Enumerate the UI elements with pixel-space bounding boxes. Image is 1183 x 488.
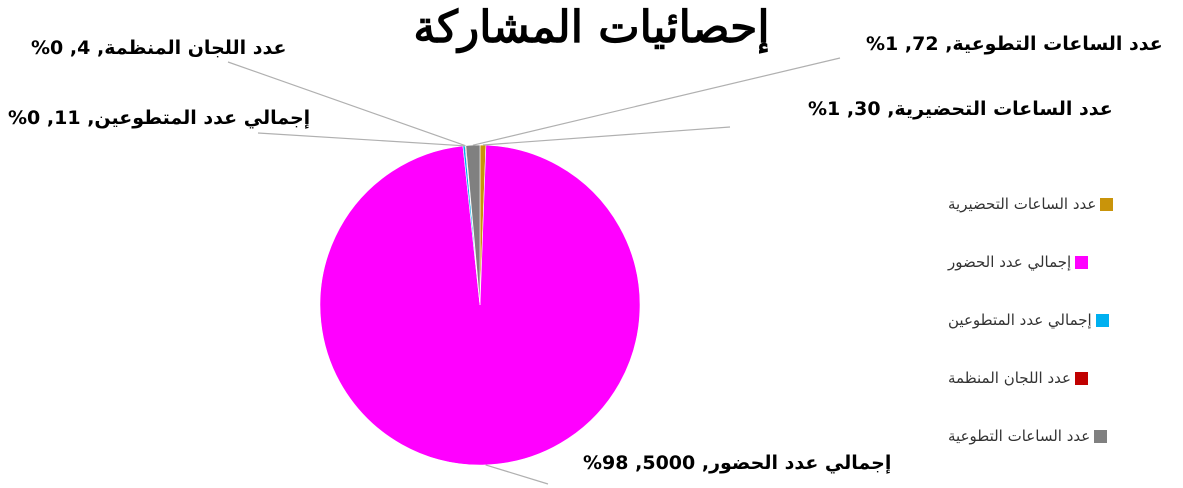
legend-swatch xyxy=(1075,255,1089,269)
leader-line-committees xyxy=(227,61,466,147)
leader-line-volunteers xyxy=(257,132,465,147)
slice-attendance xyxy=(319,144,641,466)
leader-line-volunteer-hours xyxy=(472,57,841,146)
leader-line-prep-hours xyxy=(482,126,731,146)
data-label-volunteer-hours: عدد الساعات التطوعية, 72, 1% xyxy=(866,33,1163,55)
legend-item-attendance: إجمالي عدد الحضور xyxy=(948,233,1163,291)
legend-item-volunteer-hours: عدد الساعات التطوعية xyxy=(948,407,1163,465)
data-label-prep-hours: عدد الساعات التحضيرية, 30, 1% xyxy=(808,98,1113,120)
chart-legend: عدد الساعات التحضيرية إجمالي عدد الحضور … xyxy=(948,175,1163,465)
data-label-attendance: إجمالي عدد الحضور, 5000, 98% xyxy=(583,452,892,474)
chart-title: إحصائيات المشاركة xyxy=(413,2,770,53)
legend-label: عدد اللجان المنظمة xyxy=(948,369,1071,387)
legend-swatch xyxy=(1095,313,1109,327)
legend-item-committees: عدد اللجان المنظمة xyxy=(948,349,1163,407)
legend-item-volunteers: إجمالي عدد المتطوعين xyxy=(948,291,1163,349)
leader-line-attendance xyxy=(485,464,549,485)
legend-label: عدد الساعات التطوعية xyxy=(948,427,1091,445)
legend-item-prep-hours: عدد الساعات التحضيرية xyxy=(948,175,1163,233)
legend-label: عدد الساعات التحضيرية xyxy=(948,195,1097,213)
legend-label: إجمالي عدد الحضور xyxy=(948,253,1072,271)
legend-swatch xyxy=(1100,197,1114,211)
data-label-volunteers: إجمالي عدد المتطوعين, 11, 0% xyxy=(8,107,311,129)
legend-label: إجمالي عدد المتطوعين xyxy=(948,311,1092,329)
legend-swatch xyxy=(1074,371,1088,385)
data-label-committees: عدد اللجان المنظمة, 4, 0% xyxy=(31,37,287,59)
legend-swatch xyxy=(1094,429,1108,443)
